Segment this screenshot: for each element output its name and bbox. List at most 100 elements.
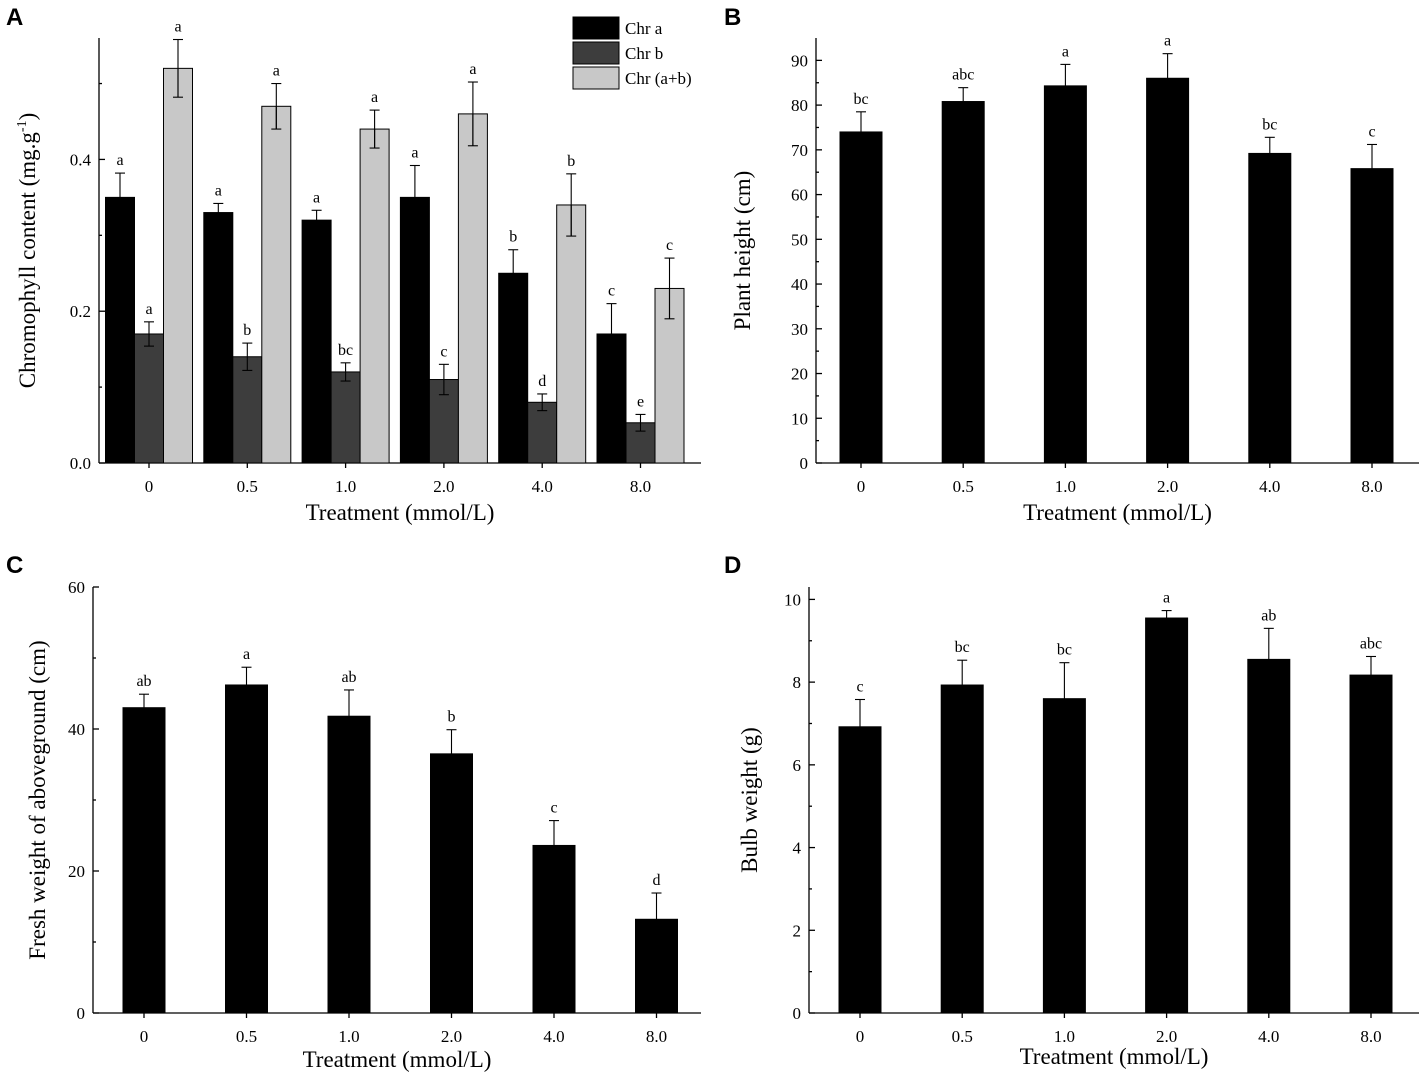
x-tick-label: 2.0 <box>1157 477 1178 496</box>
legend-swatch-chr-a <box>572 16 620 40</box>
significance-letter: abc <box>1360 635 1382 652</box>
chart-panel-c: C 0 20 40 60 0 0.5 1.0 2.0 4.0 8.0 ab a ab b c d Treatmen… <box>6 552 701 1072</box>
x-tick-label: 4.0 <box>1258 1027 1279 1046</box>
y-axis-title: Plant height (cm) <box>730 171 755 331</box>
y-axis-title-main: Fresh weight of aboveground (cm) <box>25 640 50 959</box>
significance-letter: a <box>411 145 418 162</box>
y-tick-label: 10 <box>784 590 801 609</box>
significance-letter: c <box>666 237 673 254</box>
bar-chr-b <box>330 371 361 464</box>
x-tick-label: 8.0 <box>646 1027 667 1046</box>
y-axis-title: Fresh weight of aboveground (cm) <box>25 640 50 959</box>
x-tick-label: 0 <box>140 1027 149 1046</box>
bar-chr-a <box>399 196 430 464</box>
bar-fresh-weight <box>122 707 166 1014</box>
y-axis-title-main: Plant height (cm) <box>730 171 755 331</box>
x-axis-title: Treatment (mmol/L) <box>303 1047 492 1072</box>
significance-letter: bc <box>1262 116 1277 133</box>
bar-plant-height <box>1146 77 1190 464</box>
significance-letter: a <box>174 19 181 36</box>
bar-chr-a <box>301 219 332 464</box>
bar-chr-a <box>498 272 529 464</box>
x-tick-label: 2.0 <box>441 1027 462 1046</box>
x-tick-label: 1.0 <box>335 477 356 496</box>
y-tick-label: 0 <box>77 1004 86 1023</box>
x-tick-label: 0 <box>857 477 866 496</box>
significance-letter: a <box>371 89 378 106</box>
bar-bulb-weight <box>1042 698 1086 1014</box>
significance-letter: a <box>1062 43 1069 60</box>
significance-letter: ab <box>341 669 356 686</box>
legend: Chr a Chr b Chr (a+b) <box>572 16 692 90</box>
y-tick-label: 0 <box>793 1004 802 1023</box>
bar-bulb-weight <box>1145 617 1189 1014</box>
significance-letter: c <box>608 283 615 300</box>
y-tick-label: 0.0 <box>70 454 91 473</box>
significance-letter: bc <box>955 639 970 656</box>
x-axis-title: Treatment (mmol/L) <box>1023 500 1212 525</box>
y-tick-label: 40 <box>791 275 808 294</box>
bar-chr-b <box>134 333 164 464</box>
bar-chr-a-b- <box>359 128 390 464</box>
panel-letter: B <box>724 4 741 31</box>
bar-bulb-weight <box>838 726 882 1014</box>
bar-plant-height <box>839 131 883 464</box>
y-tick-label: 4 <box>793 839 802 858</box>
significance-letter: a <box>1163 590 1170 607</box>
bar-chr-a-b- <box>457 113 488 464</box>
x-tick-label: 2.0 <box>433 477 454 496</box>
y-axis-title: Chromophyll content (mg.g-1) <box>15 113 40 389</box>
x-tick-label: 0 <box>145 477 154 496</box>
y-tick-label: 30 <box>791 320 808 339</box>
x-tick-label: 8.0 <box>1361 477 1382 496</box>
significance-letter: a <box>145 301 152 318</box>
legend-label: Chr a <box>625 19 663 38</box>
bar-fresh-weight <box>635 918 678 1014</box>
legend-label: Chr b <box>625 44 663 63</box>
y-tick-label: 0.2 <box>70 302 91 321</box>
significance-letter: c <box>1368 123 1375 140</box>
significance-letter: a <box>469 61 476 78</box>
significance-letter: bc <box>1057 642 1072 659</box>
y-tick-label: 80 <box>791 96 808 115</box>
chart-panel-d: D 0 2 4 6 8 10 0 0.5 1.0 2.0 4.0 8.0 c bc bc a ab abc Treat… <box>724 552 1419 1069</box>
y-tick-label: 50 <box>791 230 808 249</box>
y-tick-label: 20 <box>791 365 808 384</box>
x-axis-title: Treatment (mmol/L) <box>306 500 495 525</box>
significance-letter: b <box>509 229 517 246</box>
bar-chr-a-b- <box>163 67 193 464</box>
significance-letter: a <box>215 182 222 199</box>
legend-swatch-chr-b <box>572 41 620 65</box>
y-axis-title-main: Bulb weight (g) <box>737 727 762 873</box>
bar-fresh-weight <box>327 715 371 1014</box>
panel-letter: C <box>6 552 23 579</box>
y-tick-label: 20 <box>68 862 85 881</box>
significance-letter: a <box>1164 33 1171 50</box>
significance-letter: b <box>243 322 251 339</box>
bar-fresh-weight <box>532 844 576 1014</box>
significance-letter: a <box>116 152 123 169</box>
bar-plant-height <box>1350 168 1394 464</box>
significance-letter: d <box>538 373 546 390</box>
significance-letter: d <box>653 872 661 889</box>
y-axis-title: Bulb weight (g) <box>737 727 762 873</box>
y-tick-label: 0 <box>800 454 809 473</box>
bar-bulb-weight <box>940 684 984 1014</box>
x-tick-label: 8.0 <box>1360 1027 1381 1046</box>
significance-letter: a <box>313 189 320 206</box>
bar-plant-height <box>1248 152 1292 464</box>
bar-chr-b <box>232 356 263 464</box>
y-axis-title-close: ) <box>15 113 40 121</box>
bar-bulb-weight <box>1349 674 1393 1014</box>
x-tick-label: 0.5 <box>952 1027 973 1046</box>
significance-letter: bc <box>338 342 353 359</box>
significance-letter: ab <box>136 673 151 690</box>
significance-letter: c <box>856 678 863 695</box>
bar-plant-height <box>941 101 985 464</box>
x-tick-label: 1.0 <box>1055 477 1076 496</box>
x-tick-label: 0.5 <box>237 477 258 496</box>
y-tick-label: 70 <box>791 141 808 160</box>
bar-bulb-weight <box>1247 658 1291 1014</box>
significance-letter: a <box>273 63 280 80</box>
